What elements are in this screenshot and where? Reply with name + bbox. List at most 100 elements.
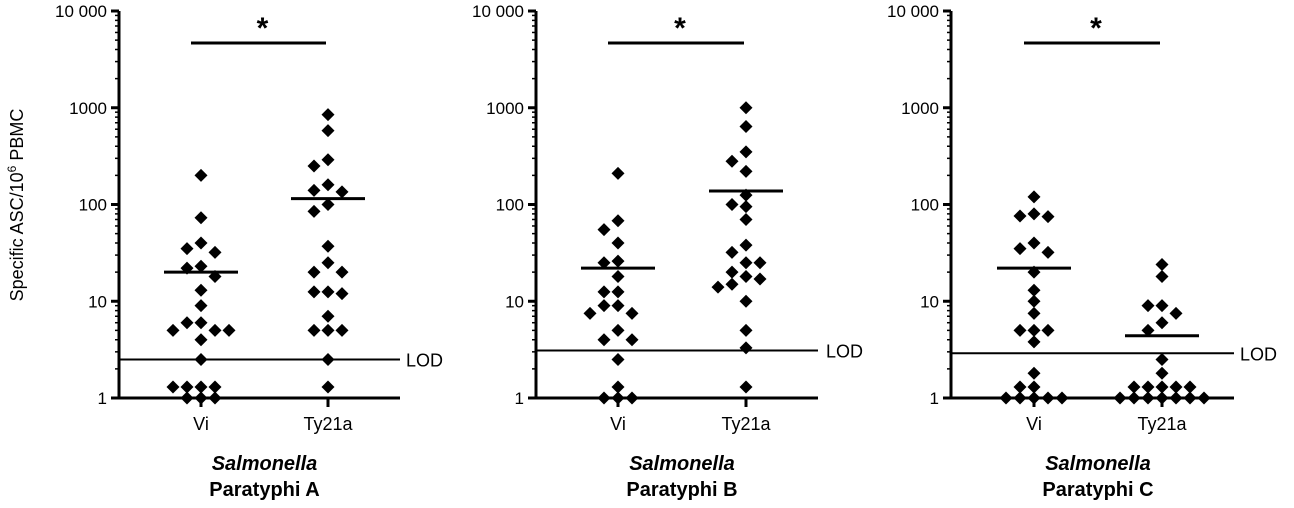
data-point-2-0 xyxy=(1013,391,1027,405)
x-tick-label-1-0: Vi xyxy=(610,414,626,434)
data-point-0-0 xyxy=(194,316,208,330)
data-point-0-1 xyxy=(321,198,335,211)
panel-title-line1-2: Salmonella xyxy=(1045,453,1151,475)
data-point-0-1 xyxy=(321,352,335,366)
data-point-2-0 xyxy=(999,391,1013,405)
data-point-0-0 xyxy=(194,352,208,366)
data-point-2-0 xyxy=(1055,391,1069,405)
data-point-1-0 xyxy=(611,270,625,284)
data-point-1-0 xyxy=(611,352,625,366)
data-point-2-1 xyxy=(1169,391,1183,405)
data-point-0-1 xyxy=(307,183,321,197)
y-tick-label-2-0: 1 xyxy=(930,389,939,408)
data-point-1-1 xyxy=(739,101,753,115)
data-point-1-1 xyxy=(725,245,739,259)
data-point-0-0 xyxy=(208,391,222,405)
panel-title-line1-1: Salmonella xyxy=(629,453,735,475)
data-point-1-0 xyxy=(611,166,625,180)
y-tick-label-0-3: 1000 xyxy=(69,99,107,118)
data-point-1-1 xyxy=(753,272,767,286)
data-point-2-0 xyxy=(1027,283,1041,297)
data-point-2-0 xyxy=(1027,323,1041,337)
y-tick-label-0-4: 10 000 xyxy=(55,2,107,21)
x-tick-label-2-0: Vi xyxy=(1026,414,1042,434)
data-point-2-1 xyxy=(1141,391,1155,405)
data-point-2-0 xyxy=(1027,207,1041,221)
data-point-1-1 xyxy=(739,256,753,270)
data-point-2-1 xyxy=(1183,380,1197,394)
x-tick-label-1-1: Ty21a xyxy=(721,414,771,434)
panel-title-line2-2: Paratyphi C xyxy=(1042,479,1153,501)
data-point-2-1 xyxy=(1169,380,1183,394)
data-point-1-1 xyxy=(739,212,753,226)
data-point-1-1 xyxy=(739,323,753,337)
data-point-0-0 xyxy=(194,236,208,250)
data-point-1-0 xyxy=(611,323,625,337)
data-point-1-1 xyxy=(725,198,739,211)
data-point-2-1 xyxy=(1155,257,1169,271)
lod-label-2: LOD xyxy=(1240,344,1277,364)
data-point-1-0 xyxy=(611,236,625,250)
data-point-1-1 xyxy=(725,277,739,291)
data-point-0-0 xyxy=(180,242,194,256)
data-point-1-1 xyxy=(725,265,739,279)
data-point-0-1 xyxy=(321,285,335,299)
y-tick-label-2-3: 1000 xyxy=(901,99,939,118)
data-point-0-1 xyxy=(307,204,321,218)
data-point-2-1 xyxy=(1127,391,1141,405)
data-point-2-1 xyxy=(1155,316,1169,330)
data-point-0-0 xyxy=(208,323,222,337)
data-point-2-1 xyxy=(1113,391,1127,405)
data-point-2-1 xyxy=(1127,380,1141,394)
data-point-1-0 xyxy=(611,254,625,268)
data-point-2-0 xyxy=(1027,391,1041,405)
data-point-0-0 xyxy=(180,391,194,405)
data-point-0-0 xyxy=(194,259,208,273)
y-tick-label-0-0: 1 xyxy=(98,389,107,408)
data-point-0-0 xyxy=(194,283,208,297)
data-point-1-0 xyxy=(611,380,625,394)
y-tick-label-0-1: 10 xyxy=(88,292,107,311)
data-point-2-0 xyxy=(1041,210,1055,224)
data-point-0-0 xyxy=(194,380,208,394)
data-point-1-1 xyxy=(739,145,753,159)
data-point-1-0 xyxy=(597,299,611,313)
data-point-1-1 xyxy=(739,270,753,284)
data-point-0-1 xyxy=(321,239,335,253)
data-point-1-0 xyxy=(611,391,625,405)
data-point-1-1 xyxy=(739,164,753,178)
lod-label-1: LOD xyxy=(826,341,863,361)
data-point-0-1 xyxy=(307,265,321,279)
data-point-0-1 xyxy=(321,380,335,394)
data-point-2-0 xyxy=(1013,323,1027,337)
significance-star-2: * xyxy=(1090,12,1102,45)
y-axis-label: Specific ASC/106 PBMC xyxy=(5,109,27,302)
data-point-1-1 xyxy=(739,380,753,394)
data-point-2-0 xyxy=(1027,366,1041,380)
data-point-2-1 xyxy=(1155,366,1169,380)
data-point-0-1 xyxy=(321,256,335,270)
data-point-0-1 xyxy=(335,265,349,279)
data-point-2-0 xyxy=(1027,236,1041,250)
data-point-0-1 xyxy=(335,287,349,301)
data-point-0-1 xyxy=(307,159,321,173)
data-point-1-0 xyxy=(597,333,611,347)
data-point-1-0 xyxy=(625,306,639,320)
data-point-2-1 xyxy=(1155,380,1169,394)
data-point-0-1 xyxy=(307,323,321,337)
data-point-2-0 xyxy=(1041,323,1055,337)
data-point-1-0 xyxy=(611,285,625,299)
y-tick-label-1-2: 100 xyxy=(496,196,524,215)
data-point-1-0 xyxy=(611,299,625,313)
data-point-0-0 xyxy=(194,211,208,225)
x-tick-label-0-0: Vi xyxy=(193,414,209,434)
data-point-1-0 xyxy=(611,214,625,228)
lod-label-0: LOD xyxy=(406,350,443,370)
data-point-0-1 xyxy=(307,285,321,299)
data-point-2-1 xyxy=(1155,391,1169,405)
data-point-0-0 xyxy=(180,380,194,394)
data-point-2-0 xyxy=(1041,391,1055,405)
data-point-0-0 xyxy=(166,323,180,337)
y-tick-label-2-2: 100 xyxy=(911,196,939,215)
